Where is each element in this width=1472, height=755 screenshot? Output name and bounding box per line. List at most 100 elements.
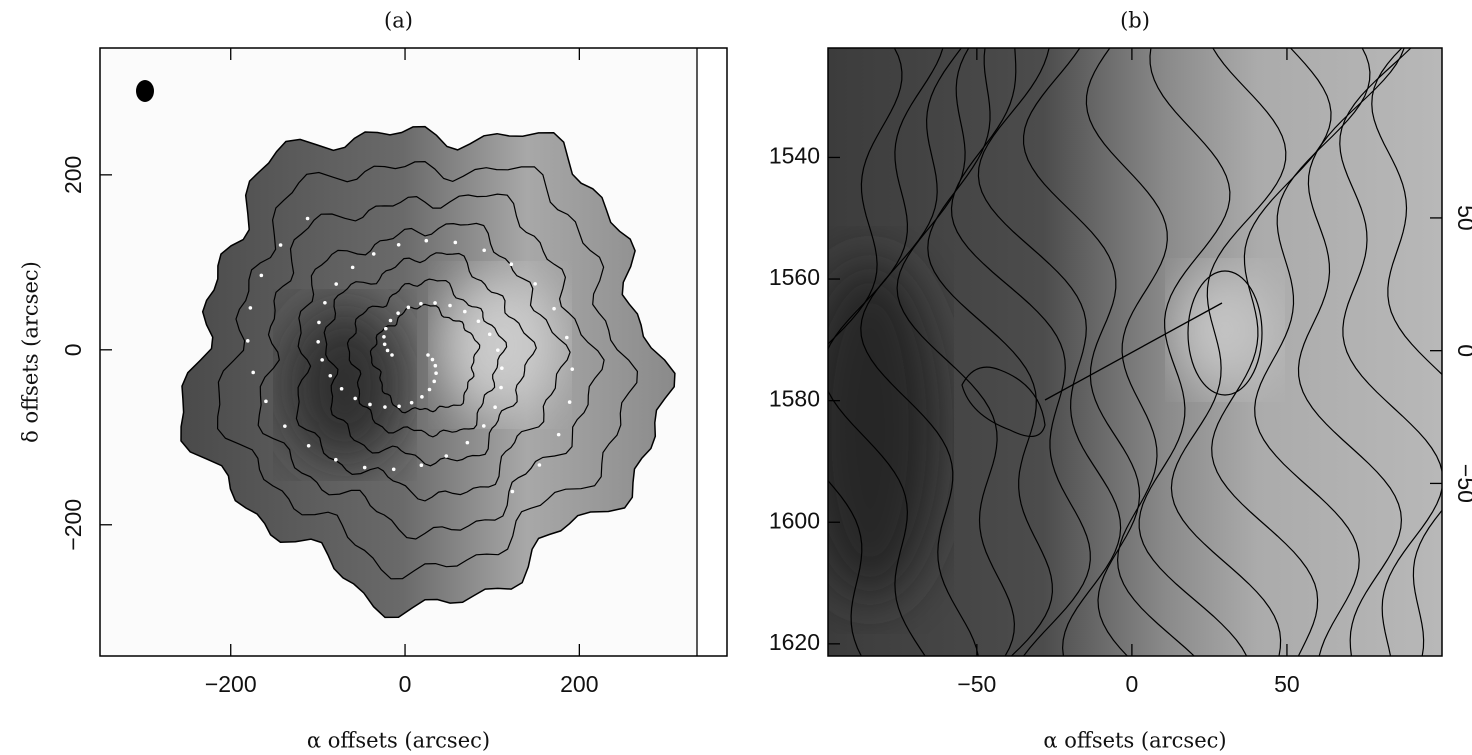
dark-region: [828, 260, 940, 600]
spiral-dot: [419, 301, 423, 306]
contour: [369, 303, 481, 414]
spiral-dot: [371, 252, 376, 256]
spiral-dot: [317, 320, 321, 325]
spiral-dot: [500, 366, 504, 371]
contour: [1297, 48, 1405, 656]
contour: [295, 222, 571, 502]
spiral-dot: [368, 402, 372, 407]
light-region: [1175, 270, 1275, 390]
map-a: [100, 48, 727, 656]
y-axis-label: δ offsets (arcsec): [19, 261, 43, 443]
spiral-dot: [339, 386, 344, 391]
spiral-dot: [316, 339, 320, 344]
spiral-dot: [448, 303, 452, 308]
spiral-dot: [487, 332, 492, 337]
contour: [346, 278, 508, 438]
major-axis: [1044, 302, 1223, 401]
contour: [1187, 270, 1263, 396]
x-axis-label: α offsets (arcsec): [1043, 729, 1226, 753]
contour: [896, 48, 1016, 656]
spiral-dot: [283, 424, 287, 428]
spiral-dot: [419, 463, 424, 468]
panel-title: (a): [384, 9, 413, 33]
spiral-dot: [362, 465, 367, 470]
spiral-dot: [537, 463, 542, 467]
spiral-dot: [383, 405, 387, 409]
spiral-dot: [248, 306, 253, 310]
spiral-dot: [383, 326, 388, 331]
colorbar: [697, 48, 727, 656]
spiral-dot: [397, 404, 401, 409]
x-tick-label: −200: [205, 671, 257, 697]
spiral-dot: [426, 353, 430, 357]
spiral-dot: [390, 353, 394, 357]
velocity-field: [180, 125, 676, 619]
spiral-dot: [433, 363, 438, 368]
spiral-dot: [306, 444, 311, 448]
contour: [1339, 48, 1442, 656]
spiral-dot: [350, 265, 355, 270]
spiral-dot: [328, 373, 333, 378]
spiral-dot: [570, 367, 575, 371]
plot-frame: [99, 47, 728, 657]
spiral-dot: [444, 454, 449, 458]
spiral-dot: [385, 348, 390, 353]
x-axis-label: α offsets (arcsec): [307, 729, 490, 753]
contour: [323, 252, 537, 467]
y2-tick-label: 0: [1453, 344, 1472, 357]
x-tick-label: 0: [399, 671, 412, 697]
spiral-dot: [245, 339, 250, 343]
spiral-dot: [493, 405, 497, 410]
contour: [1023, 48, 1141, 656]
spiral-dot: [465, 440, 470, 445]
spiral-dot: [391, 467, 396, 472]
spiral-dot: [476, 319, 481, 324]
spiral-dot: [259, 273, 264, 278]
spiral-dot: [463, 309, 467, 314]
spiral-dot: [382, 342, 387, 347]
spiral-dot: [556, 432, 561, 437]
map-b: [828, 48, 1442, 656]
spiral-dot: [533, 282, 537, 286]
spiral-dot: [396, 311, 400, 315]
spiral-dot: [427, 387, 432, 392]
spiral-dot: [432, 379, 437, 384]
spiral-dot: [482, 248, 486, 253]
contour: [828, 48, 903, 656]
light-region: [440, 275, 560, 415]
spiral-dot: [499, 385, 503, 390]
y2-tick-label: −50: [1453, 464, 1472, 503]
y-tick-label: 1540: [769, 143, 820, 169]
spiral-dot: [334, 282, 338, 286]
spiral-dot: [552, 306, 556, 311]
y-tick-label: 1600: [769, 507, 820, 533]
y-tick-label: 1620: [769, 629, 820, 655]
y-tick-label: −200: [60, 499, 86, 551]
plot-frame: [827, 47, 1443, 657]
spiral-dot: [334, 457, 338, 462]
spiral-dot: [424, 238, 429, 243]
contour: [1254, 48, 1371, 656]
dark-region: [285, 305, 405, 465]
spiral-dot: [565, 335, 569, 340]
spiral-dot: [433, 301, 437, 305]
spiral-dot: [264, 399, 268, 404]
contour: [828, 48, 944, 656]
contour: [1371, 48, 1442, 656]
y-tick-label: 0: [60, 343, 86, 356]
contour: [257, 193, 605, 540]
contour: [927, 48, 1054, 656]
panel-title: (b): [1120, 9, 1150, 33]
x-tick-label: 50: [1274, 671, 1300, 697]
spiral-dot: [567, 400, 572, 404]
spiral-dot: [305, 216, 310, 221]
y-tick-label: 1560: [769, 264, 820, 290]
x-tick-label: 0: [1126, 671, 1139, 697]
contour: [216, 160, 639, 580]
beam: [136, 80, 154, 102]
y-tick-label: 1580: [769, 386, 820, 412]
spiral-dot: [406, 305, 411, 310]
spiral-dot: [453, 240, 458, 245]
spiral-dot: [396, 242, 401, 247]
